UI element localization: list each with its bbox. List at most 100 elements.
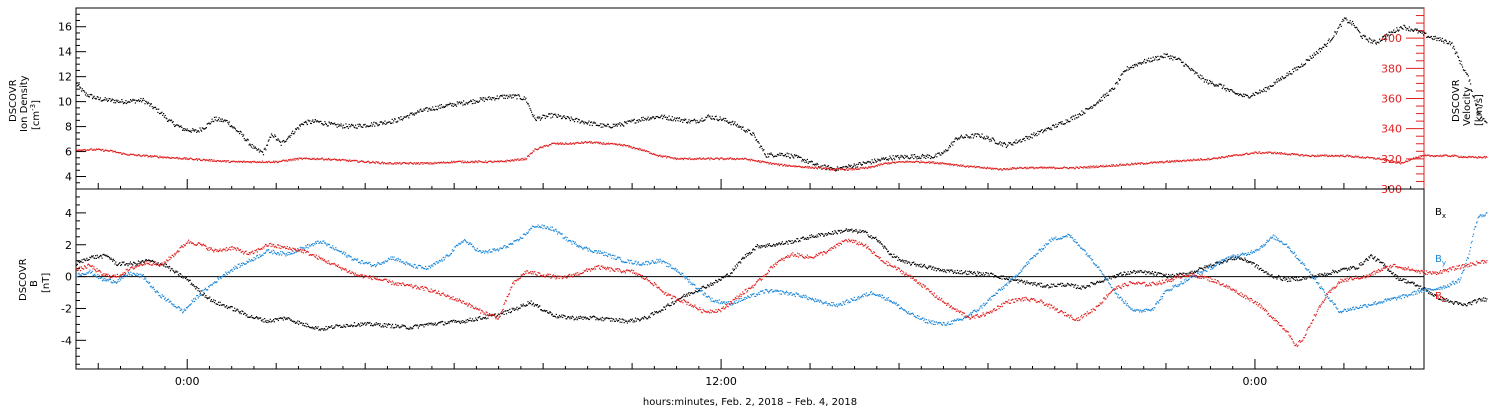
velocity-point (117, 152, 120, 154)
density-point (1292, 68, 1294, 70)
velocity-point (1305, 154, 1308, 156)
density-point (98, 98, 100, 101)
density-point (576, 118, 578, 120)
velocity-point (1462, 157, 1464, 159)
velocity-point (358, 161, 360, 163)
bx-point (920, 263, 922, 265)
velocity-point (602, 143, 604, 145)
density-point (1469, 79, 1471, 81)
density-point (1200, 78, 1202, 80)
density-point (583, 123, 585, 125)
density-point (745, 130, 747, 132)
bx-point (306, 326, 308, 328)
velocity-point (95, 149, 97, 151)
velocity-point (686, 158, 689, 160)
velocity-point (1459, 156, 1461, 158)
density-point (626, 123, 628, 125)
density-point (929, 155, 931, 157)
bx-point (112, 260, 114, 262)
bx-point (744, 254, 747, 256)
bx-point (838, 230, 840, 232)
velocity-point (1389, 160, 1391, 162)
bx-point (550, 312, 552, 314)
density-point (252, 147, 254, 149)
velocity-point (657, 155, 659, 157)
bx-point (978, 271, 980, 273)
density-point (647, 116, 649, 118)
velocity-point (510, 159, 512, 161)
density-point (265, 149, 267, 151)
velocity-point (93, 148, 95, 150)
velocity-point (401, 162, 403, 164)
density-point (947, 149, 949, 151)
density-point (883, 158, 885, 160)
density-point (1226, 87, 1228, 90)
density-point (243, 138, 245, 140)
bx-point (1012, 279, 1014, 281)
velocity-point (849, 168, 851, 170)
velocity-point (1123, 164, 1126, 166)
density-point (584, 121, 586, 123)
density-point (671, 116, 673, 118)
density-point (275, 135, 277, 137)
density-point (846, 166, 848, 168)
bx-point (970, 271, 972, 273)
bx-point (273, 321, 275, 323)
velocity-point (802, 167, 804, 169)
velocity-point (381, 161, 383, 164)
velocity-point (906, 160, 908, 162)
bx-point (262, 318, 264, 321)
bx-point (969, 271, 971, 274)
bx-point (381, 326, 383, 328)
density-point (562, 116, 564, 118)
density-point (679, 120, 681, 122)
density-point (1398, 29, 1400, 31)
velocity-point (1095, 166, 1097, 169)
velocity-point (221, 160, 223, 162)
bx-point (1042, 285, 1044, 287)
velocity-point (507, 160, 509, 162)
velocity-point (133, 154, 135, 156)
density-point (104, 97, 106, 99)
bx-point (625, 320, 627, 323)
velocity-point (826, 167, 828, 169)
bx-point (184, 277, 187, 279)
velocity-point (1381, 158, 1384, 160)
velocity-point (1098, 165, 1100, 167)
density-point (502, 94, 504, 96)
velocity-point (188, 158, 190, 160)
velocity-point (1125, 164, 1127, 166)
velocity-point (771, 163, 773, 165)
density-point (526, 101, 528, 103)
bx-point (972, 273, 974, 275)
velocity-point (601, 142, 603, 144)
bx-point (317, 326, 319, 328)
density-point (1261, 90, 1263, 92)
velocity-point (816, 168, 819, 170)
velocity-point (115, 152, 117, 154)
velocity-point (964, 165, 966, 167)
density-point (611, 127, 613, 129)
velocity-point (956, 163, 958, 165)
velocity-point (973, 166, 975, 168)
bx-point (140, 262, 142, 264)
bx-point (304, 325, 306, 327)
velocity-point (1090, 167, 1092, 169)
density-point (795, 154, 797, 156)
velocity-point (424, 162, 426, 164)
density-point (1440, 39, 1442, 41)
velocity-point (870, 167, 872, 169)
density-point (755, 139, 757, 141)
velocity-point (344, 159, 346, 161)
density-point (551, 112, 553, 115)
density-point (227, 122, 229, 124)
density-point (357, 123, 359, 125)
density-point (1430, 35, 1432, 38)
density-point (118, 101, 121, 103)
bx-point (171, 267, 173, 270)
velocity-point (1373, 158, 1375, 160)
velocity-point (550, 144, 552, 146)
velocity-point (1299, 155, 1301, 157)
velocity-point (110, 149, 112, 152)
velocity-point (922, 161, 925, 163)
